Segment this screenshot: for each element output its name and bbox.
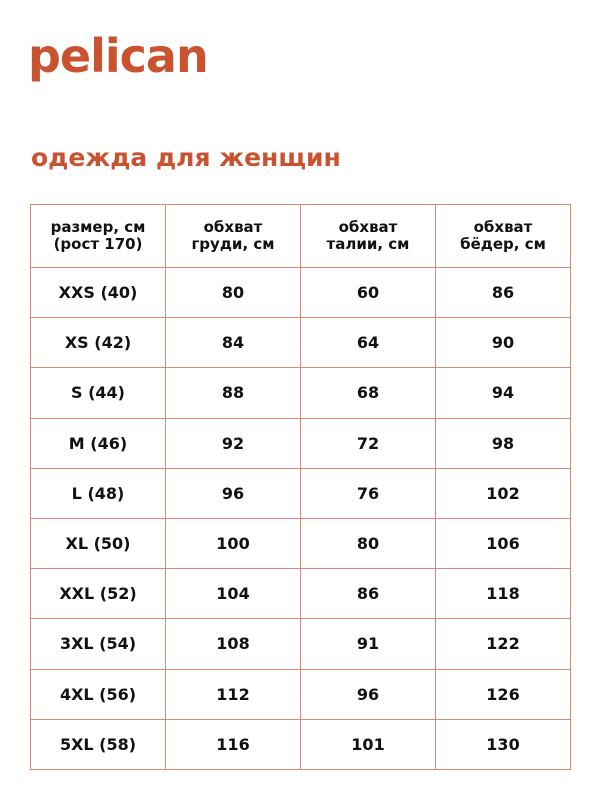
table-row: L (48) 96 76 102	[30, 467, 571, 519]
cell-bust: 112	[165, 668, 301, 720]
cell-hips: 130	[435, 718, 571, 770]
column-header-hips: обхват бёдер, см	[435, 204, 571, 268]
table-row: XXL (52) 104 86 118	[30, 568, 571, 620]
header-line: размер, см	[50, 218, 146, 236]
cell-bust: 108	[165, 618, 301, 670]
page-title: одежда для женщин	[31, 143, 341, 172]
cell-waist: 80	[300, 517, 436, 570]
cell-size: L (48)	[30, 467, 166, 519]
cell-bust: 100	[165, 517, 301, 570]
column-header-waist: обхват талии, см	[300, 204, 436, 268]
column-header-bust: обхват груди, см	[165, 204, 301, 268]
cell-hips: 98	[435, 417, 571, 469]
cell-waist: 76	[300, 467, 436, 519]
table-row: M (46) 92 72 98	[30, 417, 571, 469]
size-table: размер, см (рост 170) обхват груди, см обхва…	[30, 204, 571, 770]
cell-size: XL (50)	[30, 517, 166, 570]
cell-hips: 118	[435, 568, 571, 620]
cell-waist: 96	[300, 668, 436, 720]
header-line: обхват	[203, 218, 263, 236]
cell-size: 4XL (56)	[30, 668, 166, 720]
cell-hips: 106	[435, 517, 571, 570]
pelican-logo: pelican	[28, 29, 209, 83]
table-row: 4XL (56) 112 96 126	[30, 668, 571, 720]
cell-waist: 72	[300, 417, 436, 469]
table-row: XL (50) 100 80 106	[30, 517, 571, 570]
cell-waist: 86	[300, 568, 436, 620]
cell-waist: 68	[300, 367, 436, 419]
table-row: XXS (40) 80 60 86	[30, 266, 571, 319]
cell-size: 5XL (58)	[30, 718, 166, 770]
header-line: (рост 170)	[53, 235, 143, 253]
cell-bust: 104	[165, 568, 301, 620]
cell-bust: 116	[165, 718, 301, 770]
table-row: S (44) 88 68 94	[30, 367, 571, 419]
cell-hips: 86	[435, 266, 571, 319]
header-line: груди, см	[191, 235, 275, 253]
table-row: 5XL (58) 116 101 130	[30, 718, 571, 770]
cell-bust: 84	[165, 317, 301, 369]
cell-waist: 60	[300, 266, 436, 319]
cell-hips: 94	[435, 367, 571, 419]
cell-hips: 102	[435, 467, 571, 519]
cell-size: 3XL (54)	[30, 618, 166, 670]
cell-size: XXL (52)	[30, 568, 166, 620]
cell-bust: 96	[165, 467, 301, 519]
cell-hips: 122	[435, 618, 571, 670]
cell-size: S (44)	[30, 367, 166, 419]
cell-size: XS (42)	[30, 317, 166, 369]
cell-waist: 64	[300, 317, 436, 369]
cell-size: XXS (40)	[30, 266, 166, 319]
cell-waist: 101	[300, 718, 436, 770]
cell-bust: 88	[165, 367, 301, 419]
table-row: 3XL (54) 108 91 122	[30, 618, 571, 670]
header-line: талии, см	[326, 235, 410, 253]
table-header-row: размер, см (рост 170) обхват груди, см обхва…	[30, 204, 571, 268]
table-row: XS (42) 84 64 90	[30, 317, 571, 369]
header-line: бёдер, см	[460, 235, 546, 253]
header-line: обхват	[338, 218, 398, 236]
cell-hips: 126	[435, 668, 571, 720]
cell-bust: 92	[165, 417, 301, 469]
header-line: обхват	[473, 218, 533, 236]
cell-bust: 80	[165, 266, 301, 319]
cell-hips: 90	[435, 317, 571, 369]
cell-waist: 91	[300, 618, 436, 670]
column-header-size: размер, см (рост 170)	[30, 204, 166, 268]
cell-size: M (46)	[30, 417, 166, 469]
